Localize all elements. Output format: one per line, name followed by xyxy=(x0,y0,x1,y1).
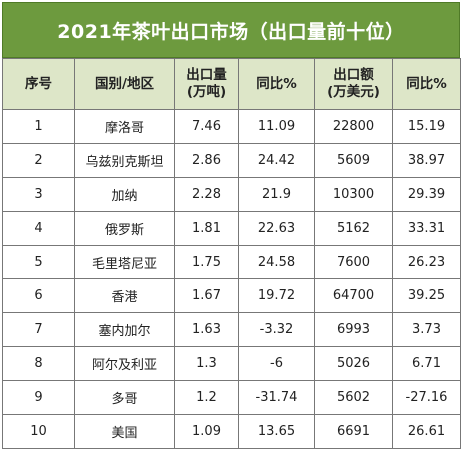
cell-value-yoy: 39.25 xyxy=(392,278,461,314)
cell-volume: 1.81 xyxy=(174,210,239,246)
table-title: 2021年茶叶出口市场（出口量前十位） xyxy=(2,2,460,58)
export-table: 序号 国别/地区 出口量 (万吨) 同比% 出口额 (万美元) 同比% 1 摩洛… xyxy=(2,58,461,449)
cell-country: 阿尔及利亚 xyxy=(74,346,175,382)
cell-country: 加纳 xyxy=(74,176,175,212)
cell-volume-yoy: -6 xyxy=(238,346,315,382)
header-volume: 出口量 (万吨) xyxy=(174,58,239,110)
cell-rank: 2 xyxy=(2,142,75,178)
cell-value-yoy: 26.23 xyxy=(392,244,461,280)
table-row: 8 阿尔及利亚 1.3 -6 5026 6.71 xyxy=(2,346,461,382)
table-row: 9 多哥 1.2 -31.74 5602 -27.16 xyxy=(2,380,461,416)
cell-volume-yoy: 24.58 xyxy=(238,244,315,280)
cell-volume-yoy: 21.9 xyxy=(238,176,315,212)
cell-value: 7600 xyxy=(314,244,393,280)
header-value-yoy: 同比% xyxy=(392,58,461,110)
cell-volume-yoy: -31.74 xyxy=(238,380,315,416)
cell-value: 5162 xyxy=(314,210,393,246)
cell-rank: 5 xyxy=(2,244,75,280)
cell-volume: 7.46 xyxy=(174,109,239,144)
cell-volume: 1.63 xyxy=(174,312,239,348)
cell-volume-yoy: 22.63 xyxy=(238,210,315,246)
cell-volume: 1.09 xyxy=(174,414,239,449)
cell-volume: 1.75 xyxy=(174,244,239,280)
header-value-line2: (万美元) xyxy=(327,84,380,100)
table-row: 7 塞内加尔 1.63 -3.32 6993 3.73 xyxy=(2,312,461,348)
cell-value: 64700 xyxy=(314,278,393,314)
header-volume-line1: 出口量 xyxy=(186,67,227,83)
header-country: 国别/地区 xyxy=(74,58,175,110)
cell-country: 多哥 xyxy=(74,380,175,416)
cell-value: 6691 xyxy=(314,414,393,449)
header-value-line1: 出口额 xyxy=(333,67,374,83)
cell-rank: 7 xyxy=(2,312,75,348)
cell-country: 塞内加尔 xyxy=(74,312,175,348)
cell-country: 摩洛哥 xyxy=(74,109,175,144)
cell-value: 10300 xyxy=(314,176,393,212)
header-row: 序号 国别/地区 出口量 (万吨) 同比% 出口额 (万美元) 同比% xyxy=(2,58,461,110)
cell-value: 5026 xyxy=(314,346,393,382)
cell-country: 香港 xyxy=(74,278,175,314)
table-row: 4 俄罗斯 1.81 22.63 5162 33.31 xyxy=(2,210,461,246)
cell-volume: 1.3 xyxy=(174,346,239,382)
cell-value: 22800 xyxy=(314,109,393,144)
cell-rank: 9 xyxy=(2,380,75,416)
cell-value-yoy: 38.97 xyxy=(392,142,461,178)
header-value: 出口额 (万美元) xyxy=(314,58,393,110)
cell-value-yoy: 26.61 xyxy=(392,414,461,449)
cell-volume-yoy: 19.72 xyxy=(238,278,315,314)
cell-value-yoy: 33.31 xyxy=(392,210,461,246)
cell-value-yoy: 15.19 xyxy=(392,109,461,144)
cell-volume: 2.28 xyxy=(174,176,239,212)
table-row: 10 美国 1.09 13.65 6691 26.61 xyxy=(2,414,461,449)
table-row: 2 乌兹别克斯坦 2.86 24.42 5609 38.97 xyxy=(2,142,461,178)
cell-rank: 10 xyxy=(2,414,75,449)
cell-volume: 1.67 xyxy=(174,278,239,314)
cell-rank: 1 xyxy=(2,109,75,144)
cell-rank: 4 xyxy=(2,210,75,246)
cell-value-yoy: -27.16 xyxy=(392,380,461,416)
cell-value: 5609 xyxy=(314,142,393,178)
cell-volume-yoy: 24.42 xyxy=(238,142,315,178)
cell-value: 5602 xyxy=(314,380,393,416)
cell-value: 6993 xyxy=(314,312,393,348)
cell-volume: 1.2 xyxy=(174,380,239,416)
cell-country: 美国 xyxy=(74,414,175,449)
cell-value-yoy: 6.71 xyxy=(392,346,461,382)
cell-country: 毛里塔尼亚 xyxy=(74,244,175,280)
cell-country: 乌兹别克斯坦 xyxy=(74,142,175,178)
table-row: 6 香港 1.67 19.72 64700 39.25 xyxy=(2,278,461,314)
header-volume-yoy: 同比% xyxy=(238,58,315,110)
cell-value-yoy: 29.39 xyxy=(392,176,461,212)
cell-volume-yoy: -3.32 xyxy=(238,312,315,348)
table-row: 3 加纳 2.28 21.9 10300 29.39 xyxy=(2,176,461,212)
cell-rank: 3 xyxy=(2,176,75,212)
cell-country: 俄罗斯 xyxy=(74,210,175,246)
header-rank: 序号 xyxy=(2,58,75,110)
cell-value-yoy: 3.73 xyxy=(392,312,461,348)
table-row: 5 毛里塔尼亚 1.75 24.58 7600 26.23 xyxy=(2,244,461,280)
cell-rank: 8 xyxy=(2,346,75,382)
cell-volume-yoy: 13.65 xyxy=(238,414,315,449)
table-row: 1 摩洛哥 7.46 11.09 22800 15.19 xyxy=(2,109,461,144)
cell-rank: 6 xyxy=(2,278,75,314)
header-volume-line2: (万吨) xyxy=(186,84,227,100)
cell-volume-yoy: 11.09 xyxy=(238,109,315,144)
cell-volume: 2.86 xyxy=(174,142,239,178)
